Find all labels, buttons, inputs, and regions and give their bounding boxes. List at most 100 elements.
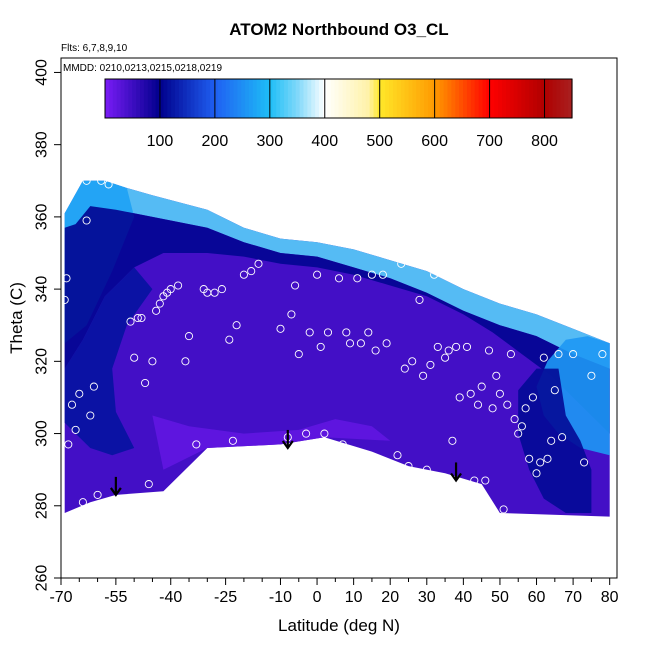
x-tick-label: 40 [454,589,472,606]
colorbar-cell [128,79,133,118]
colorbar-cell [373,79,379,118]
colorbar-tick-label: 500 [366,133,393,150]
x-axis-label: Latitude (deg N) [278,616,400,635]
colorbar-tick-label: 100 [147,133,174,150]
observation-point [137,313,146,323]
observation-point [528,393,537,402]
arrow-marker [109,476,122,497]
observation-point [470,476,479,485]
observation-point [430,270,439,279]
colorbar-cell [136,79,141,118]
colorbar-tick-label: 400 [311,133,338,150]
observation-point [404,462,413,471]
y-tick-label: 400 [34,59,51,86]
colorbar-cell [396,79,402,118]
colorbar-tick-label: 800 [531,133,558,150]
observation-point [174,281,183,290]
observation-point [550,386,559,395]
colorbar-cell [552,79,558,118]
colorbar-cell [513,79,519,118]
observation-point [82,216,91,225]
x-tick-label: 50 [491,589,509,606]
observation-point [408,357,417,366]
colorbar-cell [213,79,219,118]
colorbar-cell [474,79,480,118]
colorbar-cell [221,79,227,118]
colorbar-cell [501,79,507,118]
observation-point [503,400,512,409]
colorbar-cell [529,79,534,118]
observation-point [82,176,91,185]
arrow-head [109,487,122,497]
observation-point [382,339,391,348]
y-tick-label: 340 [34,276,51,303]
plot-frame [60,57,618,579]
observation-point [532,469,541,478]
colorbar-cell [299,79,305,118]
observation-point [287,310,296,319]
colorbar-cell [447,79,452,118]
observation-point [64,440,73,449]
observation-point [247,267,256,276]
colorbar-cell [155,79,161,118]
colorbar-cell [182,79,188,118]
colorbar-cell [540,79,546,118]
colorbar-cell [140,79,145,118]
colorbar-cell [186,79,192,118]
colorbar-cell [303,79,308,118]
colorbar-cell [369,79,375,118]
colorbar-cell [361,79,367,118]
x-tick-label: -10 [269,589,292,606]
colorbar-cell [264,79,270,118]
observation-point [71,425,80,434]
observation-point [67,400,77,409]
colorbar-cells [105,79,573,118]
colorbar-cell [478,79,484,118]
colorbar-cell [108,79,114,118]
colorbar-cell [443,79,449,118]
colorbar-ticks: 100 200 300 400 500 600 700 800 [147,79,558,150]
observation-point [419,371,428,380]
y-tick-label: 260 [34,565,51,592]
observation-point [152,306,161,315]
observation-point [462,342,472,351]
x-tick-label: -70 [49,589,72,606]
colorbar-cell [439,79,445,118]
colorbar-cell [202,79,207,118]
colorbar-cell [412,79,417,118]
observation-point [510,415,519,424]
observation-point [371,346,380,355]
observation-point [126,317,135,326]
observation-point [364,328,373,337]
colorbar-cell [132,79,137,118]
colorbar-tick-label: 200 [202,133,229,150]
observation-point [210,288,219,297]
observation-point [587,371,596,380]
colorbar-cell [190,79,196,118]
colorbar-cell [338,79,343,118]
observation-point [433,342,442,351]
observation-point [217,285,226,294]
colorbar-cell [194,79,199,118]
observation-point [97,176,106,185]
colorbar-cell [280,79,285,118]
observation-point [141,378,150,388]
colorbar-cell [482,79,487,118]
observation-point [62,274,71,283]
colorbar-cell [505,79,511,118]
observation-point [484,346,494,355]
observation-point [353,274,362,283]
observation-point [378,270,387,279]
colorbar-cell [494,79,499,118]
colorbar-cell [287,79,293,118]
observation-point [521,404,530,413]
y-tick-label: 320 [34,348,51,375]
x-tick-label: -25 [214,589,237,606]
arrow-head [450,472,462,483]
colorbar-cell [459,79,464,118]
observation-point [393,451,402,460]
colorbar-cell [400,79,406,118]
colorbar-cell [124,79,129,118]
observation-point [334,274,344,283]
ozone-field [64,180,610,517]
